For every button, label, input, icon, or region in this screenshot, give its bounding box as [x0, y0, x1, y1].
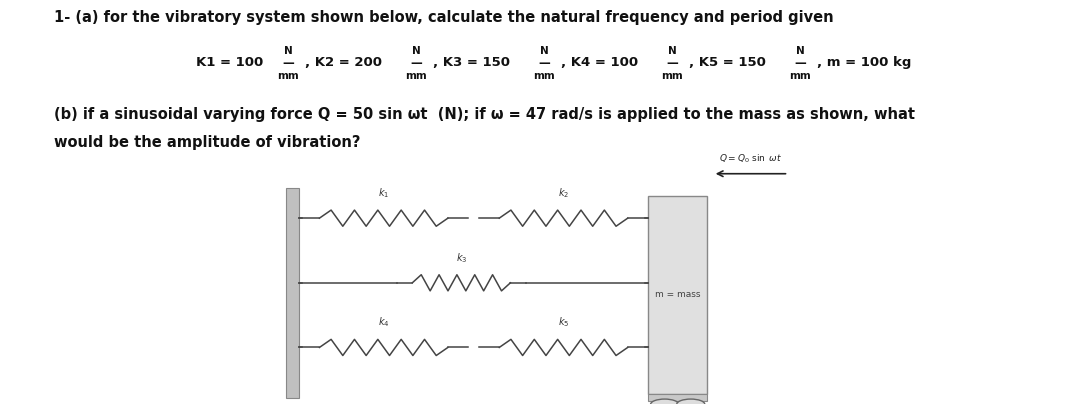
Text: (b) if a sinusoidal varying force Q = 50 sin ωt  (N); if ω = 47 rad/s is applied: (b) if a sinusoidal varying force Q = 50…: [54, 107, 915, 122]
Text: N: N: [540, 46, 549, 56]
Circle shape: [677, 399, 705, 404]
Text: N: N: [796, 46, 805, 56]
Text: 1- (a) for the vibratory system shown below, calculate the natural frequency and: 1- (a) for the vibratory system shown be…: [54, 10, 834, 25]
Text: , K3 = 150: , K3 = 150: [433, 56, 511, 69]
Text: mm: mm: [661, 71, 684, 81]
Text: $k_2$: $k_2$: [558, 186, 569, 200]
Text: K1 = 100: K1 = 100: [195, 56, 264, 69]
Text: —: —: [283, 57, 294, 70]
Bar: [648, 394, 707, 401]
Text: $k_5$: $k_5$: [557, 316, 569, 329]
Bar: [648, 196, 707, 394]
Text: m = mass: m = mass: [654, 290, 701, 299]
Circle shape: [650, 399, 678, 404]
Text: $k_3$: $k_3$: [456, 251, 467, 265]
Text: $Q=Q_0\ \sin\ \omega t$: $Q=Q_0\ \sin\ \omega t$: [719, 152, 782, 165]
Text: , m = 100 kg: , m = 100 kg: [818, 56, 912, 69]
Text: would be the amplitude of vibration?: would be the amplitude of vibration?: [54, 135, 361, 150]
Text: , K2 = 200: , K2 = 200: [306, 56, 382, 69]
Text: N: N: [284, 46, 293, 56]
Text: mm: mm: [534, 71, 555, 81]
Text: , K5 = 150: , K5 = 150: [689, 56, 766, 69]
Text: $k_4$: $k_4$: [378, 316, 390, 329]
Text: mm: mm: [789, 71, 811, 81]
Text: mm: mm: [278, 71, 299, 81]
Text: —: —: [539, 57, 550, 70]
Text: N: N: [411, 46, 421, 56]
Text: mm: mm: [405, 71, 428, 81]
Text: —: —: [795, 57, 806, 70]
Text: —: —: [666, 57, 678, 70]
Text: , K4 = 100: , K4 = 100: [562, 56, 638, 69]
Text: —: —: [410, 57, 422, 70]
Text: $k_1$: $k_1$: [378, 186, 389, 200]
Text: N: N: [667, 46, 677, 56]
Bar: [286, 188, 299, 398]
